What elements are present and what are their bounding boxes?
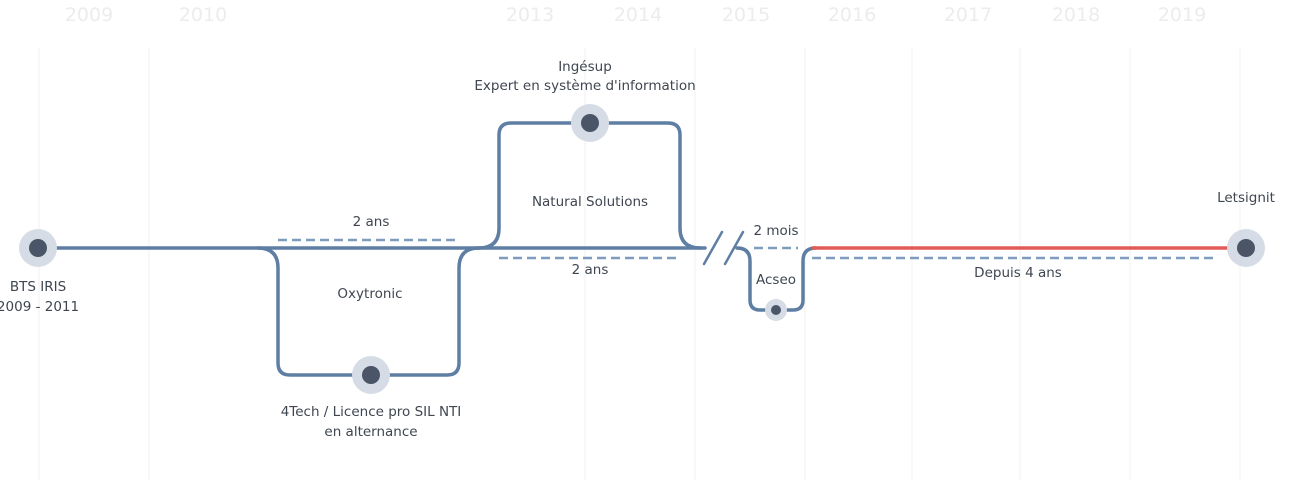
node-fourtech xyxy=(352,356,390,394)
ingesup-subtitle: Expert en système d'information xyxy=(474,78,695,94)
year-label: 2014 xyxy=(614,4,662,26)
year-label: 2016 xyxy=(828,4,876,26)
year-label: 2018 xyxy=(1052,4,1100,26)
company-oxytronic: Oxytronic xyxy=(337,286,402,302)
gridlines xyxy=(38,48,1241,480)
bts-title: BTS IRIS xyxy=(10,279,66,295)
year-label: 2019 xyxy=(1158,4,1206,26)
ingesup-title: Ingésup xyxy=(558,59,612,75)
duration-natural-solutions: 2 ans xyxy=(572,262,609,278)
year-label: 2015 xyxy=(722,4,770,26)
year-axis: 2009 2010 2013 2014 2015 2016 2017 2018 … xyxy=(65,4,1206,26)
bts-dates: 2009 - 2011 xyxy=(0,299,79,315)
node-ingesup xyxy=(571,104,609,142)
year-label: 2010 xyxy=(179,4,227,26)
fourtech-subtitle: en alternance xyxy=(324,424,417,440)
duration-letsignit: Depuis 4 ans xyxy=(974,265,1062,281)
year-label: 2013 xyxy=(506,4,554,26)
node-acseo xyxy=(765,299,787,321)
branch-fourtech xyxy=(256,246,481,377)
node-bts xyxy=(19,229,57,267)
fourtech-title: 4Tech / Licence pro SIL NTI xyxy=(281,404,462,420)
year-label: 2009 xyxy=(65,4,113,26)
duration-oxytronic: 2 ans xyxy=(353,214,390,230)
company-natural-solutions: Natural Solutions xyxy=(532,194,648,210)
node-letsignit xyxy=(1227,229,1265,267)
acseo-label: Acseo xyxy=(756,272,796,288)
duration-acseo: 2 mois xyxy=(753,223,798,239)
timeline-break-icon xyxy=(702,230,745,266)
letsignit-label: Letsignit xyxy=(1217,190,1275,206)
year-label: 2017 xyxy=(944,4,992,26)
